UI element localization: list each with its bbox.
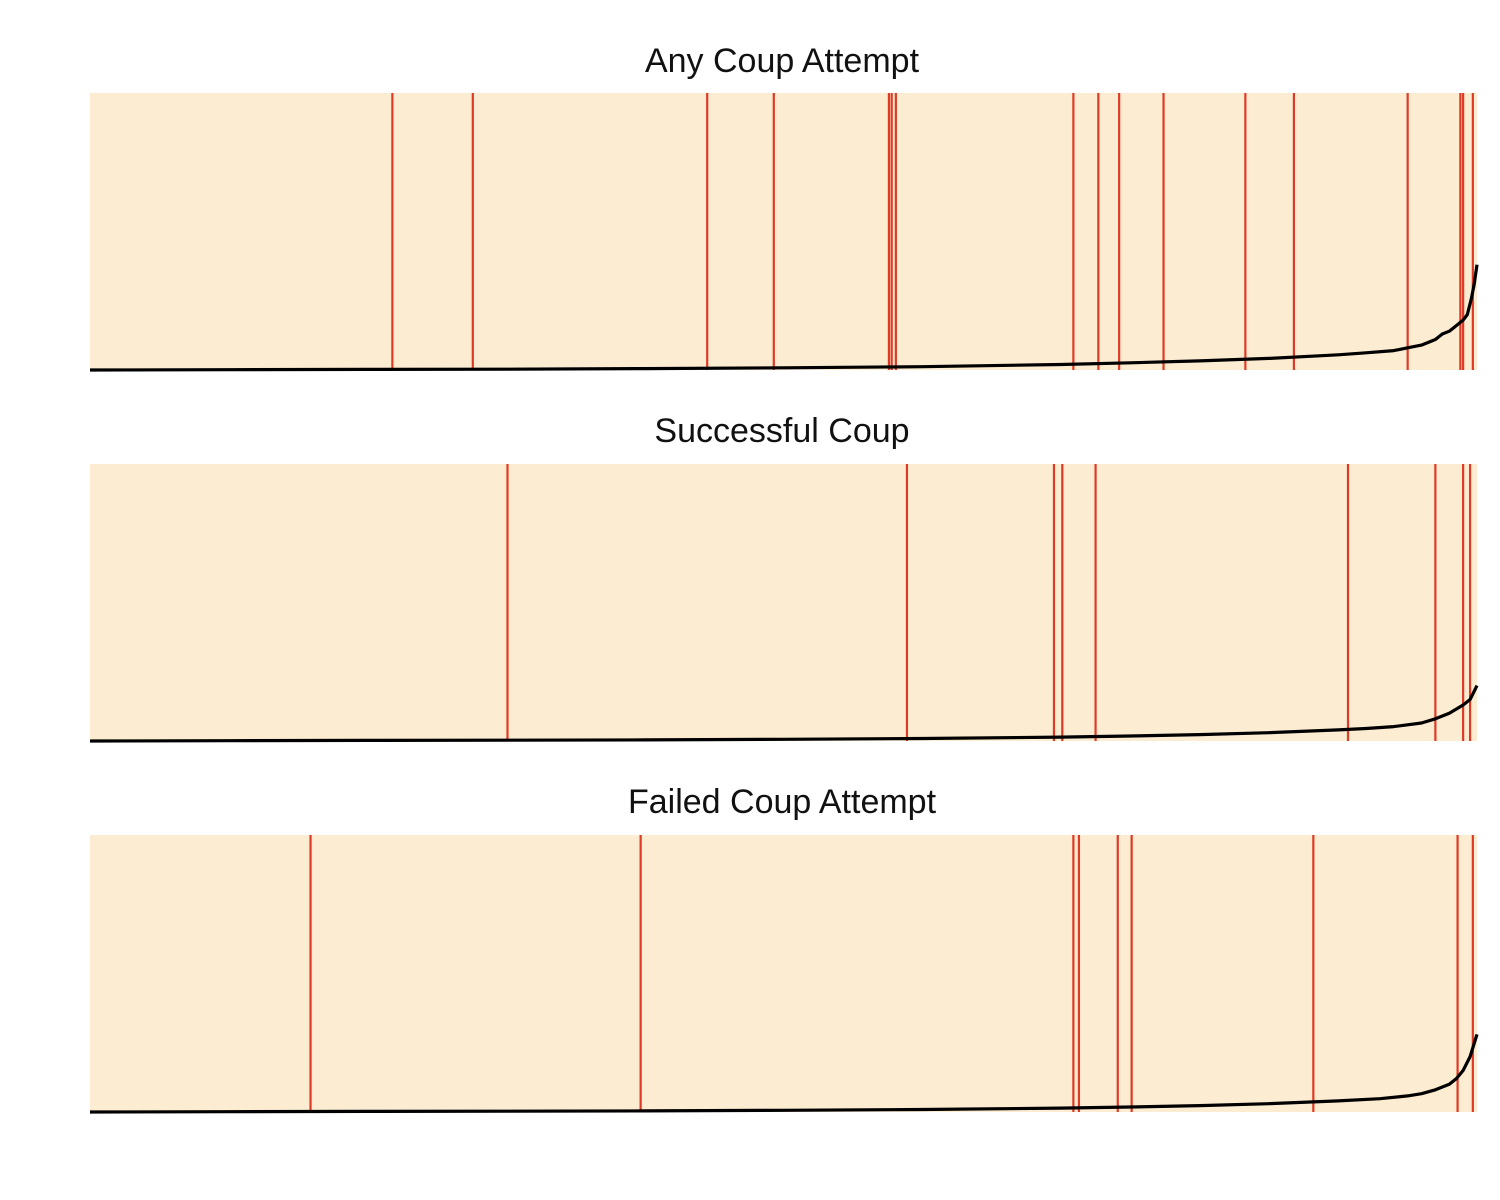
plot-background — [90, 464, 1477, 741]
panel-successful-coup: Successful Coup — [89, 412, 1479, 743]
plot-background — [90, 93, 1477, 370]
probability-curve — [89, 1033, 1479, 1114]
panel-title-failed-coup-attempt: Failed Coup Attempt — [628, 783, 937, 821]
plot-background — [90, 835, 1477, 1112]
panel-title-any-coup-attempt: Any Coup Attempt — [645, 42, 920, 80]
panel-any-coup-attempt: Any Coup Attempt — [89, 42, 1479, 372]
panel-failed-coup-attempt: Failed Coup Attempt — [89, 783, 1479, 1114]
probability-curve — [89, 264, 1479, 372]
panel-title-successful-coup: Successful Coup — [654, 412, 909, 450]
probability-curve — [89, 684, 1479, 743]
